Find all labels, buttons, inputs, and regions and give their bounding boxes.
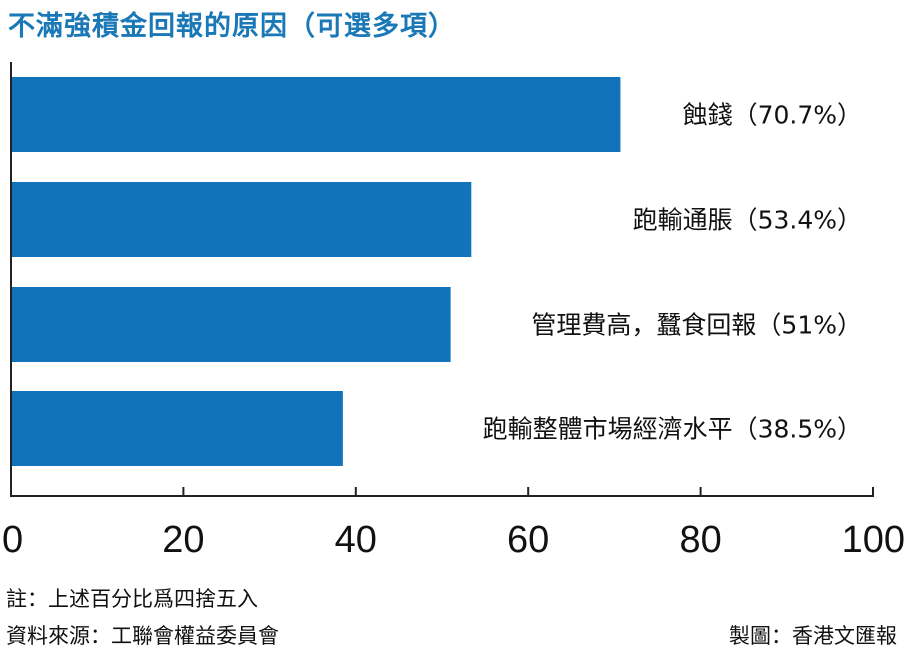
bar-label-3: 管理費高，蠶食回報（51%）	[531, 311, 862, 340]
bar-3	[11, 287, 451, 362]
bar-label-2: 跑輸通脹（53.4%）	[633, 206, 862, 235]
bar-1	[11, 77, 621, 152]
bar-label-1: 蝕錢（70.7%）	[683, 101, 862, 130]
bar-2	[11, 182, 472, 257]
bar-4	[11, 391, 343, 466]
rounding-note: 註：上述百分比爲四捨五入	[6, 587, 258, 611]
x-tick-label-40: 40	[335, 519, 377, 561]
source-note: 資料來源：工聯會權益委員會	[6, 624, 279, 648]
credit-note: 製圖：香港文匯報	[729, 624, 897, 648]
chart-title: 不滿強積金回報的原因（可選多項）	[8, 11, 456, 42]
x-tick-label-80: 80	[679, 519, 721, 561]
x-tick-label-100: 100	[842, 519, 905, 561]
x-tick-label-60: 60	[507, 519, 549, 561]
bar-label-4: 跑輸整體市場經濟水平（38.5%）	[483, 415, 862, 444]
x-tick-label-0: 0	[2, 519, 23, 561]
x-tick-label-20: 20	[162, 519, 204, 561]
